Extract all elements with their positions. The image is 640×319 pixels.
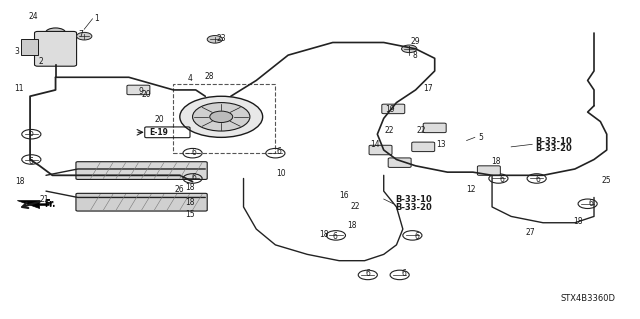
FancyBboxPatch shape [76,162,207,179]
Text: 18: 18 [185,198,195,207]
Text: 20: 20 [141,90,151,99]
Text: B-33-20: B-33-20 [395,203,432,212]
Text: 3: 3 [14,48,19,56]
Text: B-33-20: B-33-20 [536,144,572,153]
FancyBboxPatch shape [35,32,77,66]
Circle shape [401,45,417,53]
Text: 18: 18 [573,217,583,226]
Text: 18: 18 [491,157,500,166]
FancyBboxPatch shape [423,123,446,133]
Text: 6: 6 [333,232,338,241]
Text: 24: 24 [28,12,38,21]
Text: 14: 14 [370,140,380,149]
Text: B-33-10: B-33-10 [395,196,432,204]
Text: 7: 7 [78,30,83,39]
Text: 6: 6 [401,270,406,278]
Text: 16: 16 [339,191,349,200]
Text: 8: 8 [412,51,417,60]
Text: E-19: E-19 [149,128,168,137]
Text: 2: 2 [38,57,43,66]
Text: 20: 20 [154,115,164,124]
Text: 21: 21 [40,195,49,204]
Text: 10: 10 [276,169,286,178]
FancyBboxPatch shape [412,142,435,152]
Text: 15: 15 [185,210,195,219]
Text: 5: 5 [478,133,483,142]
Text: 22: 22 [351,202,360,211]
Text: 6: 6 [589,199,594,208]
Circle shape [210,111,233,122]
Bar [20,39,38,55]
Text: 6: 6 [276,147,282,156]
Text: 22: 22 [385,126,394,135]
Text: B-33-10: B-33-10 [536,137,572,146]
Text: 26: 26 [175,185,184,194]
Text: 18: 18 [15,176,25,186]
Text: 6: 6 [536,174,540,184]
Text: Fr.: Fr. [45,199,56,208]
Text: 6: 6 [28,157,33,166]
Text: 22: 22 [417,126,426,135]
Text: 25: 25 [602,175,611,185]
Circle shape [45,28,66,38]
Text: 11: 11 [14,84,24,93]
Text: 18: 18 [319,230,328,239]
Text: 18: 18 [185,183,195,192]
Text: 4: 4 [188,74,193,83]
Text: 1: 1 [94,14,99,23]
Text: 6: 6 [366,270,371,278]
FancyBboxPatch shape [477,166,500,175]
Text: 28: 28 [204,72,214,81]
Circle shape [207,35,223,43]
Polygon shape [17,201,49,209]
Text: 13: 13 [436,140,445,149]
Text: 18: 18 [348,221,357,230]
Text: 19: 19 [386,105,396,114]
Text: STX4B3360D: STX4B3360D [561,293,616,302]
Text: 29: 29 [410,37,420,46]
Circle shape [180,96,262,137]
Text: 9: 9 [138,87,143,96]
Circle shape [193,103,250,131]
Circle shape [77,33,92,40]
Text: 6: 6 [191,173,196,182]
Text: 6: 6 [191,148,196,157]
FancyBboxPatch shape [382,104,404,114]
Text: 6: 6 [414,232,419,241]
Text: 6: 6 [500,174,504,184]
Text: 17: 17 [423,84,433,93]
Text: Fr.: Fr. [45,200,56,209]
FancyBboxPatch shape [369,145,392,155]
FancyBboxPatch shape [127,85,150,95]
Text: 23: 23 [216,34,226,43]
Text: 27: 27 [525,228,535,237]
Text: 6: 6 [28,129,33,138]
FancyBboxPatch shape [388,158,411,167]
FancyBboxPatch shape [76,193,207,211]
Bar [173,84,275,153]
Text: 12: 12 [467,185,476,194]
